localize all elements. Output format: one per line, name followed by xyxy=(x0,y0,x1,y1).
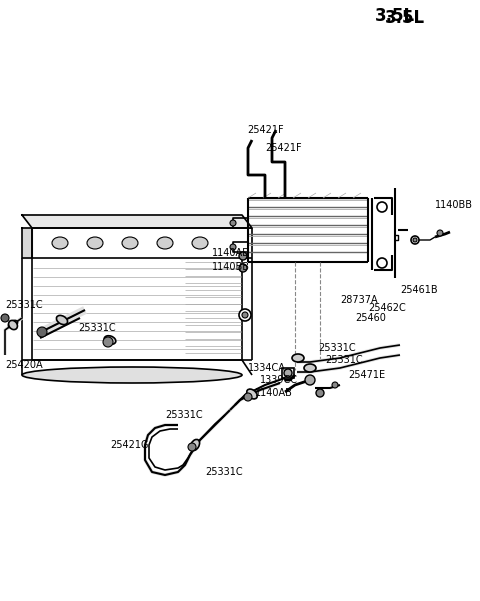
Polygon shape xyxy=(22,228,32,258)
Ellipse shape xyxy=(413,238,417,242)
Ellipse shape xyxy=(9,320,18,328)
Ellipse shape xyxy=(284,369,292,377)
Ellipse shape xyxy=(305,375,315,385)
Ellipse shape xyxy=(57,316,68,325)
Ellipse shape xyxy=(188,443,196,451)
Text: 25471E: 25471E xyxy=(348,370,385,380)
Text: 3.5L: 3.5L xyxy=(385,9,425,27)
Text: 28737A: 28737A xyxy=(340,295,378,305)
Ellipse shape xyxy=(191,439,200,451)
Ellipse shape xyxy=(292,354,304,362)
Text: 25421G: 25421G xyxy=(110,440,148,450)
Ellipse shape xyxy=(377,202,387,212)
Ellipse shape xyxy=(377,258,387,268)
Text: 25331C: 25331C xyxy=(78,323,116,333)
Ellipse shape xyxy=(1,314,9,322)
Text: 25420A: 25420A xyxy=(5,360,43,370)
Text: 1334CA: 1334CA xyxy=(248,363,286,373)
Ellipse shape xyxy=(103,337,113,347)
Text: 1140BB: 1140BB xyxy=(435,200,473,210)
Ellipse shape xyxy=(104,336,116,344)
Text: 25460: 25460 xyxy=(355,313,386,323)
Ellipse shape xyxy=(247,389,257,399)
Text: 25331C: 25331C xyxy=(5,300,43,310)
Ellipse shape xyxy=(157,237,173,249)
Ellipse shape xyxy=(239,309,251,321)
Ellipse shape xyxy=(316,389,324,397)
Text: 3.5L: 3.5L xyxy=(375,7,415,25)
Text: 1140AB: 1140AB xyxy=(255,388,293,398)
Text: 25331C: 25331C xyxy=(165,410,203,420)
Text: 1339CC: 1339CC xyxy=(260,375,298,385)
Ellipse shape xyxy=(22,367,242,383)
Text: 25421F: 25421F xyxy=(265,143,301,153)
Ellipse shape xyxy=(411,236,419,244)
Polygon shape xyxy=(22,215,252,228)
Ellipse shape xyxy=(437,230,443,236)
Ellipse shape xyxy=(332,382,338,388)
Text: 25421F: 25421F xyxy=(247,125,284,135)
Text: 25462C: 25462C xyxy=(368,303,406,313)
Ellipse shape xyxy=(239,252,247,260)
Text: 25331C: 25331C xyxy=(325,355,362,365)
Text: 25331C: 25331C xyxy=(205,467,242,477)
Bar xyxy=(282,368,294,378)
Ellipse shape xyxy=(230,244,236,250)
Text: 25461B: 25461B xyxy=(400,285,438,295)
Text: 1140AD: 1140AD xyxy=(212,248,251,258)
Ellipse shape xyxy=(304,364,316,372)
Ellipse shape xyxy=(244,393,252,401)
Ellipse shape xyxy=(9,320,17,329)
Ellipse shape xyxy=(230,220,236,226)
Ellipse shape xyxy=(192,237,208,249)
Ellipse shape xyxy=(239,264,247,272)
Text: 1140BB: 1140BB xyxy=(212,262,250,272)
Ellipse shape xyxy=(52,237,68,249)
Ellipse shape xyxy=(242,312,248,318)
Ellipse shape xyxy=(87,237,103,249)
Ellipse shape xyxy=(37,327,47,337)
Ellipse shape xyxy=(122,237,138,249)
Text: 25331C: 25331C xyxy=(318,343,356,353)
